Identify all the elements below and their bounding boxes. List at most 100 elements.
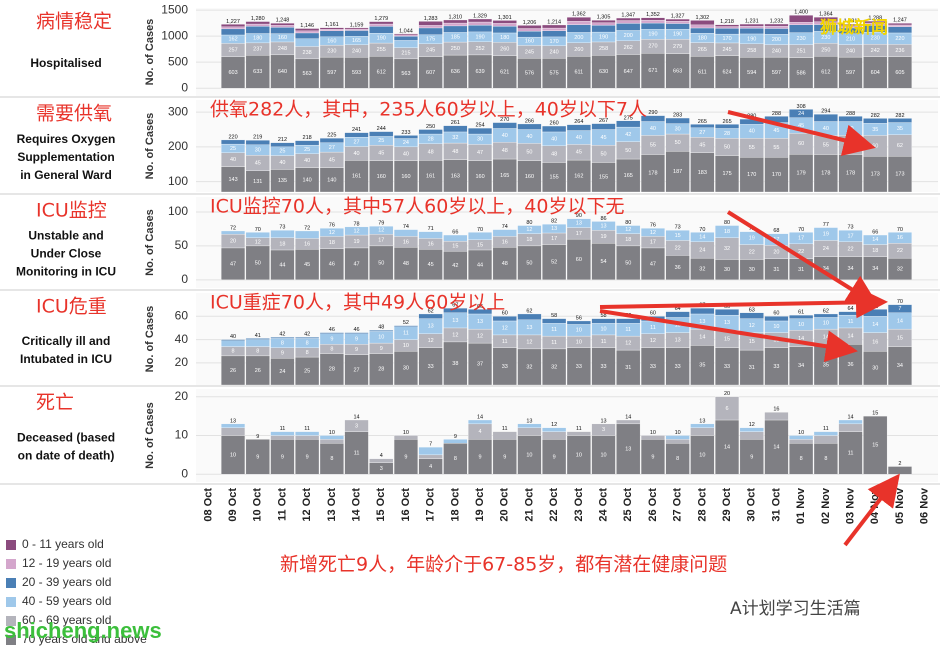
bar-segment [813,227,838,241]
segment-label: 161 [352,174,361,180]
segment-label: 22 [897,248,903,254]
segment-label: 55 [650,142,656,148]
bar-segment [863,118,888,124]
total-label: 1,329 [473,13,487,19]
bar-segment [813,114,838,122]
arrow [843,473,900,547]
segment-label: 162 [574,173,583,179]
segment-label: 45 [576,150,582,156]
bar-segment [739,231,764,245]
segment-label: 33 [650,364,656,370]
total-label: 73 [847,225,853,231]
segment-label: 40 [749,129,755,135]
segment-label: 279 [673,44,682,50]
bar-segment [789,109,814,118]
bar-segment [690,124,715,128]
bar-segment [245,338,270,340]
segment-label: 24 [798,111,804,117]
segment-label: 27 [699,130,705,136]
segment-label: 40 [823,126,829,132]
bar-segment [566,21,591,25]
total-label: 1,247 [893,18,907,24]
x-tick-label: 23 Oct [573,488,585,522]
legend-label: 20 - 39 years old [22,575,111,589]
bar-segment [492,26,517,34]
total-label: 14 [477,414,483,420]
segment-label: 210 [846,37,855,43]
heading-en: in General Ward [20,168,112,182]
segment-label: 54 [600,259,606,265]
bar-segment [393,33,418,36]
segment-label: 575 [550,71,559,77]
legend-label: 40 - 59 years old [22,594,111,608]
total-label: 1,161 [325,22,339,28]
segment-label: 50 [600,151,606,157]
bar-segment [492,316,517,322]
bar-segment [270,142,295,148]
total-label: 10 [798,430,804,436]
segment-label: 663 [673,68,682,74]
segment-label: 28 [378,367,384,373]
heading-en: Intubated in ICU [20,352,112,366]
y-tick-label: 300 [168,104,188,118]
segment-label: 15 [897,335,903,341]
bar-segment [789,439,814,444]
bar-segment [591,25,616,33]
segment-label: 160 [278,35,287,41]
y-tick-label: 100 [168,174,188,188]
total-label: 266 [525,118,534,124]
segment-label: 9 [330,336,333,342]
total-label: 9 [256,434,259,440]
bar-segment [789,15,814,23]
segment-label: 47 [353,261,359,267]
heading-en: Supplementation [17,150,114,164]
total-label: 4 [380,453,383,459]
segment-label: 140 [303,177,312,183]
y-axis-title: No. of Cases [144,19,156,86]
segment-label: 260 [500,47,509,53]
bar-segment [418,446,443,456]
segment-label: 14 [823,335,829,341]
total-label: 62 [428,308,434,314]
bar-segment [739,431,764,440]
y-tick-label: 20 [175,389,189,403]
total-label: 70 [798,227,804,233]
segment-label: 19 [749,236,755,242]
segment-label: 647 [624,69,633,75]
x-tick-label: 29 Oct [721,488,733,522]
total-label: 10 [650,430,656,436]
bar-segment [517,225,542,234]
segment-label: 630 [599,69,608,75]
bar-segment [542,427,567,432]
total-label: 70 [699,227,705,233]
segment-label: 25 [279,149,285,155]
bar-segment [443,22,468,27]
x-tick-label: 15 Oct [375,488,387,522]
x-tick-label: 05 Nov [894,487,906,524]
segment-label: 40 [230,157,236,163]
segment-label: 14 [699,335,705,341]
segment-label: 258 [747,48,756,54]
segment-label: 33 [724,364,730,370]
total-label: 1,232 [770,18,784,24]
segment-label: 17 [650,240,656,246]
bar-segment [369,330,394,332]
total-label: 254 [475,123,484,129]
segment-label: 170 [550,39,559,45]
bar-segment [319,29,344,31]
bar-segment [517,123,542,130]
x-tick-label: 21 Oct [523,488,535,522]
total-label: 11 [304,426,310,432]
total-label: 225 [327,133,336,139]
segment-label: 671 [648,68,657,74]
bar-segment [542,224,567,234]
segment-label: 12 [650,230,656,236]
total-label: 1,227 [226,19,240,25]
segment-label: 175 [722,171,731,177]
segment-label: 26 [230,368,236,374]
bar-segment [715,396,740,421]
segment-label: 24 [699,247,705,253]
bar-segment [813,17,838,22]
segment-label: 12 [526,339,532,345]
